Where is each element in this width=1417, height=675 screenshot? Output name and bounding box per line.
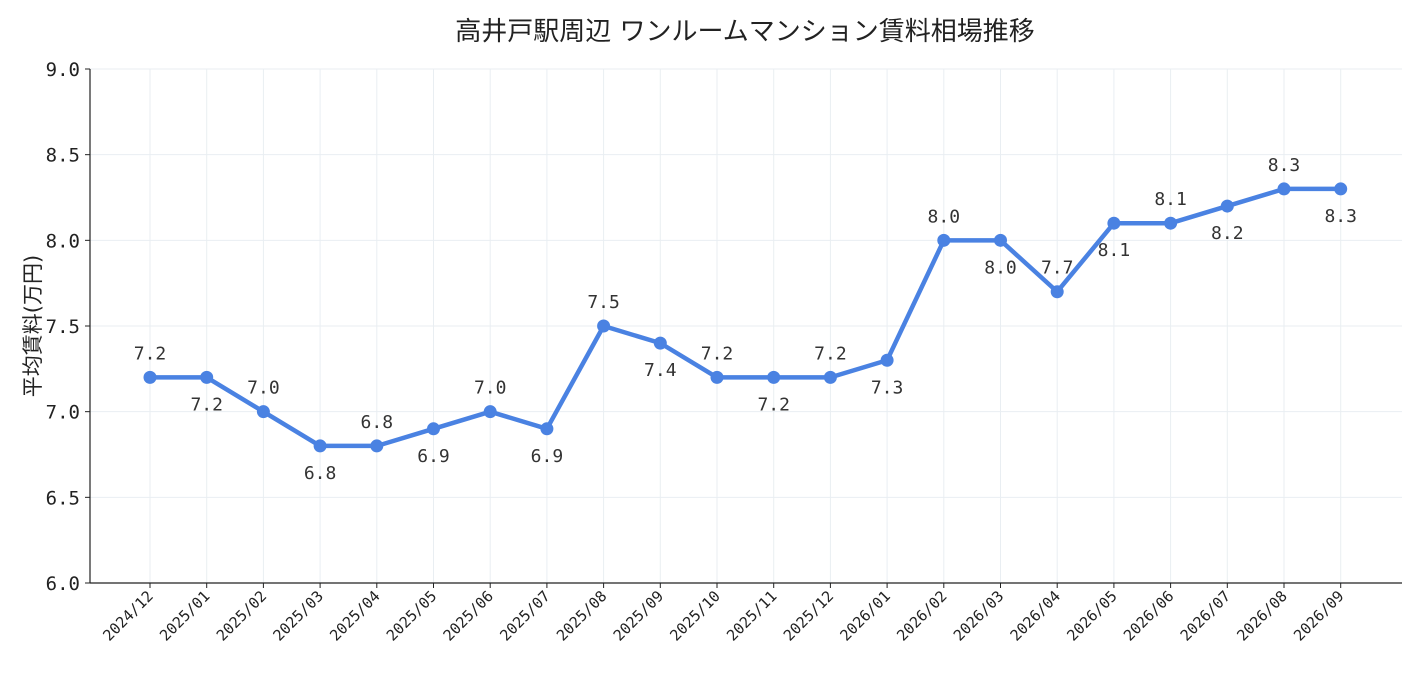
data-label: 7.2 xyxy=(757,394,790,415)
data-point xyxy=(823,370,837,384)
y-ticks: 6.0 6.5 7.0 7.5 8.0 8.5 9.0 xyxy=(46,59,90,595)
data-point xyxy=(313,439,327,453)
data-label: 7.2 xyxy=(134,343,167,364)
y-tick-label: 6.0 xyxy=(46,573,80,595)
data-point xyxy=(200,370,214,384)
x-tick-label: 2026/05 xyxy=(1063,587,1120,644)
data-label: 7.4 xyxy=(644,360,677,381)
x-tick-label: 2025/11 xyxy=(723,587,780,644)
x-tick-label: 2026/01 xyxy=(836,587,893,644)
data-point xyxy=(1107,216,1121,230)
data-label: 6.8 xyxy=(304,463,337,484)
data-label: 8.3 xyxy=(1324,206,1357,227)
data-label: 6.9 xyxy=(417,446,450,467)
x-tick-label: 2026/06 xyxy=(1120,587,1177,644)
data-point xyxy=(1164,216,1178,230)
data-point xyxy=(1050,285,1064,299)
data-point xyxy=(710,370,724,384)
data-label: 7.2 xyxy=(701,343,734,364)
grid-lines xyxy=(90,68,1402,584)
data-label: 8.2 xyxy=(1211,223,1244,244)
data-label: 6.8 xyxy=(361,412,394,433)
data-point xyxy=(1334,182,1348,196)
data-label: 8.0 xyxy=(984,257,1017,278)
x-tick-label: 2025/06 xyxy=(440,587,497,644)
data-label: 7.2 xyxy=(814,343,847,364)
x-tick-label: 2025/12 xyxy=(780,587,837,644)
data-label: 7.3 xyxy=(871,377,904,398)
data-labels: 7.2 7.2 7.0 6.8 6.8 6.9 7.0 6.9 7.5 7.4 7.2 7.2 7.2 7… xyxy=(134,155,1357,484)
data-label: 8.3 xyxy=(1268,155,1301,176)
data-label: 8.1 xyxy=(1098,240,1131,261)
data-point xyxy=(256,405,270,419)
x-tick-label: 2025/07 xyxy=(496,587,553,644)
x-tick-label: 2026/02 xyxy=(893,587,950,644)
x-tick-label: 2026/08 xyxy=(1233,587,1290,644)
data-label: 8.0 xyxy=(928,206,961,227)
x-tick-label: 2025/09 xyxy=(610,587,667,644)
data-label: 7.0 xyxy=(247,378,280,399)
x-tick-label: 2025/03 xyxy=(269,587,326,644)
y-axis-label: 平均賃料(万円) xyxy=(21,255,45,397)
data-point xyxy=(1277,182,1291,196)
x-tick-label: 2025/02 xyxy=(213,587,270,644)
x-ticks: 2024/12 2025/01 2025/02 2025/03 2025/04 2025/… xyxy=(99,583,1348,645)
series-line xyxy=(147,186,1343,449)
x-tick-label: 2026/09 xyxy=(1290,587,1347,644)
data-point xyxy=(994,233,1007,247)
x-tick-label: 2026/03 xyxy=(950,587,1007,644)
data-point xyxy=(937,233,951,247)
data-point xyxy=(1220,199,1234,213)
x-tick-label: 2025/04 xyxy=(326,587,383,644)
y-tick-label: 9.0 xyxy=(46,59,80,81)
x-tick-label: 2026/04 xyxy=(1007,587,1064,644)
data-label: 7.5 xyxy=(587,292,620,313)
x-tick-label: 2026/07 xyxy=(1177,587,1234,644)
data-label: 6.9 xyxy=(531,446,564,467)
data-point xyxy=(427,422,440,436)
data-point xyxy=(483,405,497,419)
y-tick-label: 8.0 xyxy=(46,230,80,252)
y-tick-label: 7.5 xyxy=(46,316,80,338)
data-label: 7.2 xyxy=(190,394,223,415)
data-label: 7.7 xyxy=(1041,258,1074,279)
data-point xyxy=(540,422,554,436)
y-tick-label: 6.5 xyxy=(46,487,80,509)
data-point xyxy=(597,319,611,333)
data-point xyxy=(653,336,667,350)
series-layer xyxy=(143,182,1348,453)
data-point xyxy=(767,370,781,384)
x-tick-label: 2025/10 xyxy=(666,587,723,644)
data-point xyxy=(370,439,384,453)
data-label: 8.1 xyxy=(1154,189,1187,210)
data-label: 7.0 xyxy=(474,378,507,399)
x-tick-label: 2025/05 xyxy=(383,587,440,644)
data-point xyxy=(143,370,157,384)
x-tick-label: 2025/08 xyxy=(553,587,610,644)
y-tick-label: 7.0 xyxy=(46,402,80,424)
y-tick-label: 8.5 xyxy=(46,145,80,167)
data-point xyxy=(880,353,894,367)
chart-title: 高井戸駅周辺 ワンルームマンション賃料相場推移 xyxy=(455,17,1035,47)
x-tick-label: 2024/12 xyxy=(99,587,156,644)
x-tick-label: 2025/01 xyxy=(156,587,213,644)
